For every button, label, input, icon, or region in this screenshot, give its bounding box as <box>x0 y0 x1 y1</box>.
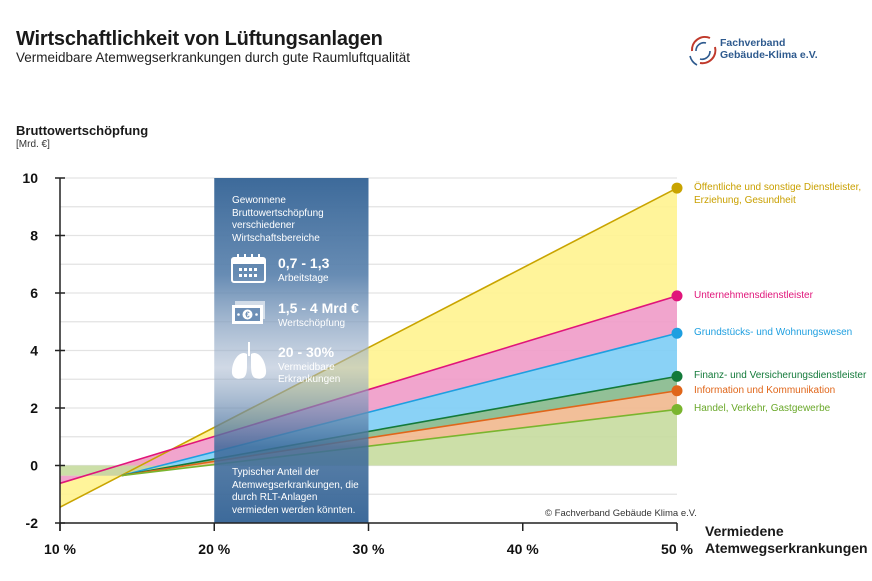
calendar-icon <box>231 254 266 283</box>
info-footer-line: Typischer Anteil der <box>232 467 320 478</box>
logo-line2: Gebäude-Klima e.V. <box>720 49 818 61</box>
series-end-markers <box>671 182 683 415</box>
info-heading-line: Wirtschaftsbereiche <box>232 232 320 244</box>
series-end-marker <box>671 403 683 415</box>
info-footer-line: durch RLT-Anlagen <box>232 492 318 503</box>
info-footer-line: vermieden werden könnten. <box>232 504 356 516</box>
info-heading-line: Bruttowertschöpfung <box>232 207 324 219</box>
page-subtitle: Vermeidbare Atemwegserkrankungen durch g… <box>16 50 410 65</box>
y-tick-label: 2 <box>30 400 38 416</box>
y-tick-label: 4 <box>30 343 38 359</box>
legend-label: Finanz- und Versicherungsdienstleister <box>694 370 867 382</box>
legend-item: Öffentliche und sonstige Dienstleister, E… <box>694 181 861 207</box>
info-footer-line: Atemwegserkrankungen, die <box>232 479 359 491</box>
logo: Fachverband Gebäude-Klima e.V. <box>688 29 868 73</box>
info-heading-line: verschiedener <box>232 220 295 231</box>
lungs-icon <box>231 342 267 379</box>
legend-item: Handel, Verkehr, Gastgewerbe <box>694 402 830 415</box>
x-axis-title-line: Vermiedene <box>705 523 784 539</box>
info-heading-line: Gewonnene <box>232 195 286 206</box>
y-tick-label: 8 <box>30 228 38 244</box>
x-tick-label: 40 % <box>507 541 539 557</box>
legend-label: Information und Kommunikation <box>694 384 836 396</box>
info-box-heading: Gewonnene Bruttowertschöpfung verschiede… <box>232 195 324 245</box>
y-tick-label: 6 <box>30 285 38 301</box>
page-title: Wirtschaftlichkeit von Lüftungsanlagen <box>16 28 383 50</box>
x-axis-title: Vermiedene Atemwegserkrankungen <box>705 523 868 557</box>
legend-label: Handel, Verkehr, Gastgewerbe <box>694 403 831 415</box>
logo-line1: Fachverband <box>720 37 786 49</box>
y-tick-label: 0 <box>30 458 38 474</box>
stat-label-value-added: Wertschöpfung <box>278 318 346 329</box>
legend-label: Erziehung, Gesundheit <box>694 195 796 207</box>
y-tick-label: -2 <box>26 515 39 531</box>
series-end-marker <box>671 385 683 397</box>
legend-item: Finanz- und Versicherungsdienstleister <box>694 369 866 382</box>
legend-item: Grundstücks- und Wohnungswesen <box>694 326 852 339</box>
legend-item: Unternehmensdienstleister <box>694 289 813 302</box>
y-tick-label: 10 <box>22 170 38 186</box>
info-box-background <box>214 178 369 523</box>
x-axis-title-line: Atemwegserkrankungen <box>705 540 868 556</box>
x-tick-label: 10 % <box>44 541 76 557</box>
axes: -2 0 2 4 6 8 10 10 % 20 % 30 % 40 % 50 % <box>22 170 693 557</box>
legend-label: Öffentliche und sonstige Dienstleister, <box>694 182 862 194</box>
money-icon: € <box>232 301 265 324</box>
stat-value-diseases: 20 - 30% <box>278 344 335 360</box>
legend-label: Grundstücks- und Wohnungswesen <box>694 327 853 339</box>
y-axis-unit: [Mrd. €] <box>16 139 50 150</box>
legend-label: Unternehmensdienstleister <box>694 289 813 301</box>
stat-label-diseases: Vermeidbare Erkrankungen <box>278 362 341 385</box>
y-axis-title: Bruttowertschöpfung <box>16 123 149 138</box>
svg-text:€: € <box>245 311 250 320</box>
x-tick-label: 50 % <box>661 541 693 557</box>
x-tick-label: 20 % <box>198 541 230 557</box>
stat-value-workdays: 0,7 - 1,3 <box>278 255 330 271</box>
area-band <box>60 465 122 476</box>
copyright-note: © Fachverband Gebäude Klima e.V. <box>545 508 697 519</box>
series-end-marker <box>671 327 683 339</box>
logo-rings-icon <box>689 36 717 66</box>
series-end-marker <box>671 370 683 382</box>
series-end-marker <box>671 182 683 194</box>
legend-item: Information und Kommunikation <box>694 384 835 397</box>
info-box-footer: Typischer Anteil der Atemwegserkrankunge… <box>232 467 359 517</box>
series-end-marker <box>671 290 683 302</box>
x-tick-label: 30 % <box>353 541 385 557</box>
stat-label-workdays: Arbeitstage <box>278 273 329 284</box>
stat-value-value-added: 1,5 - 4 Mrd € <box>278 300 359 316</box>
